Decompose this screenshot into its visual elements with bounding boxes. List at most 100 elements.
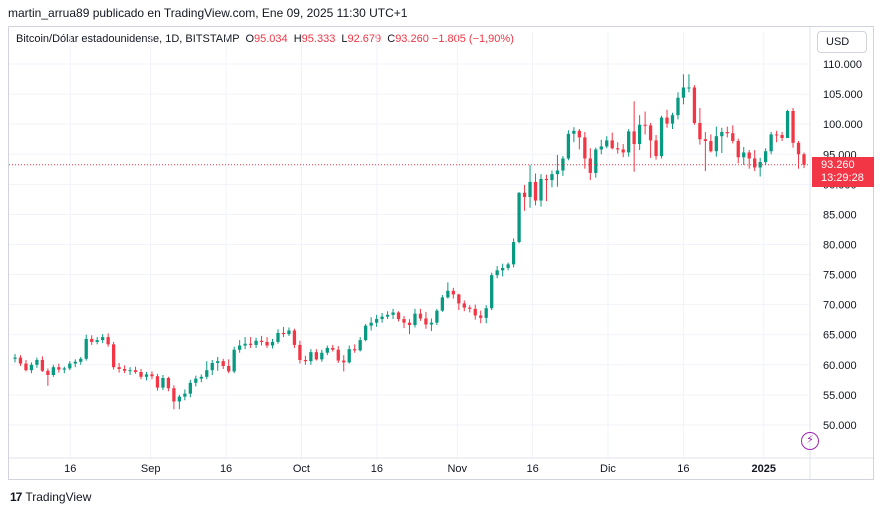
candle-body xyxy=(320,352,324,360)
candle-body xyxy=(665,117,669,124)
x-tick-label: Dic xyxy=(600,463,616,475)
footer-brand[interactable]: 17 TradingView xyxy=(10,490,91,504)
candle-body xyxy=(238,345,242,350)
currency-button[interactable]: USD xyxy=(817,31,867,53)
y-tick-label: 65.000 xyxy=(823,330,857,342)
candle-body xyxy=(720,131,724,137)
candle-body xyxy=(769,134,773,152)
candle-body xyxy=(522,192,527,197)
candle-body xyxy=(287,330,291,335)
close-label: C xyxy=(387,33,396,45)
candle-body xyxy=(659,117,664,157)
candle-body xyxy=(155,376,160,388)
candle-body xyxy=(298,344,302,360)
candle-body xyxy=(791,110,795,143)
candle-body xyxy=(709,141,713,152)
candle-body xyxy=(583,137,587,159)
candle-body xyxy=(150,374,154,377)
candle-body xyxy=(254,340,258,345)
candle-body xyxy=(490,275,494,309)
lightning-icon[interactable]: ⚡ xyxy=(801,432,819,450)
candle-body xyxy=(216,361,220,363)
candle-body xyxy=(796,142,801,155)
candle-body xyxy=(468,307,472,309)
candle-body xyxy=(133,370,138,372)
candle-body xyxy=(358,340,362,351)
candle-body xyxy=(35,359,39,365)
candle-body xyxy=(594,149,598,173)
candle-body xyxy=(446,290,450,298)
y-tick-label: 110.000 xyxy=(823,59,862,71)
close-value: 93.260 xyxy=(395,33,429,45)
candle-body xyxy=(309,352,313,362)
candle-body xyxy=(270,341,275,346)
candle-body xyxy=(676,97,680,116)
candle-body xyxy=(161,378,165,388)
candle-body xyxy=(314,352,318,360)
chart-frame xyxy=(8,26,874,480)
open-label: O xyxy=(245,33,254,45)
y-tick-label: 70.000 xyxy=(823,300,857,312)
candle-body xyxy=(342,360,346,363)
candle-body xyxy=(692,87,697,123)
change-value: −1.805 (−1,90%) xyxy=(431,33,514,45)
candle-body xyxy=(440,297,445,311)
candle-body xyxy=(95,340,99,342)
candle-body xyxy=(402,319,406,323)
candle-body xyxy=(681,87,686,98)
y-tick-label: 55.000 xyxy=(823,390,857,402)
candle-body xyxy=(331,347,335,350)
tradingview-logo-icon: 17 xyxy=(10,490,22,504)
candle-body xyxy=(528,181,532,197)
y-tick-label: 100.000 xyxy=(823,119,863,131)
candle-body xyxy=(495,270,499,276)
candle-body xyxy=(533,181,538,201)
candle-body xyxy=(232,349,236,372)
candle-body xyxy=(51,367,55,376)
candle-body xyxy=(736,141,740,158)
x-tick-label: 2025 xyxy=(752,463,776,475)
candle-body xyxy=(479,315,483,318)
candle-body xyxy=(347,349,351,363)
candle-body xyxy=(577,130,581,138)
x-tick-label: Nov xyxy=(447,463,467,475)
candle-body xyxy=(511,242,516,265)
candle-body xyxy=(451,290,455,295)
candle-body xyxy=(473,308,477,316)
candle-body xyxy=(654,140,658,157)
y-tick-label: 80.000 xyxy=(823,239,857,251)
candle-body xyxy=(139,371,143,377)
y-tick-label: 75.000 xyxy=(823,270,857,282)
candle-body xyxy=(292,330,297,345)
candle-body xyxy=(742,152,746,158)
x-tick-label: Oct xyxy=(293,463,310,475)
candle-body xyxy=(424,318,428,325)
candle-body xyxy=(90,338,94,342)
candle-body xyxy=(243,343,247,346)
candle-body xyxy=(725,131,729,134)
candle-body xyxy=(413,313,417,326)
candle-body xyxy=(194,378,198,383)
candle-body xyxy=(407,322,412,326)
candle-body xyxy=(57,367,61,370)
candle-body xyxy=(210,362,214,371)
brand-name: TradingView xyxy=(25,490,92,504)
low-label: L xyxy=(341,33,348,45)
candle-body xyxy=(501,267,505,271)
candle-body xyxy=(40,359,45,371)
candle-body xyxy=(506,264,510,268)
candle-body xyxy=(122,368,127,371)
x-tick-label: 16 xyxy=(64,463,76,475)
candle-body xyxy=(325,347,329,353)
candle-body xyxy=(84,338,88,359)
candle-body xyxy=(391,312,395,315)
candle-body xyxy=(73,361,77,364)
open-value: 95.034 xyxy=(254,33,288,45)
candle-body xyxy=(276,332,280,342)
candle-body xyxy=(648,125,653,141)
candle-body xyxy=(517,192,521,243)
candle-body xyxy=(418,313,423,319)
candle-body xyxy=(205,370,209,377)
candle-body xyxy=(780,135,784,139)
